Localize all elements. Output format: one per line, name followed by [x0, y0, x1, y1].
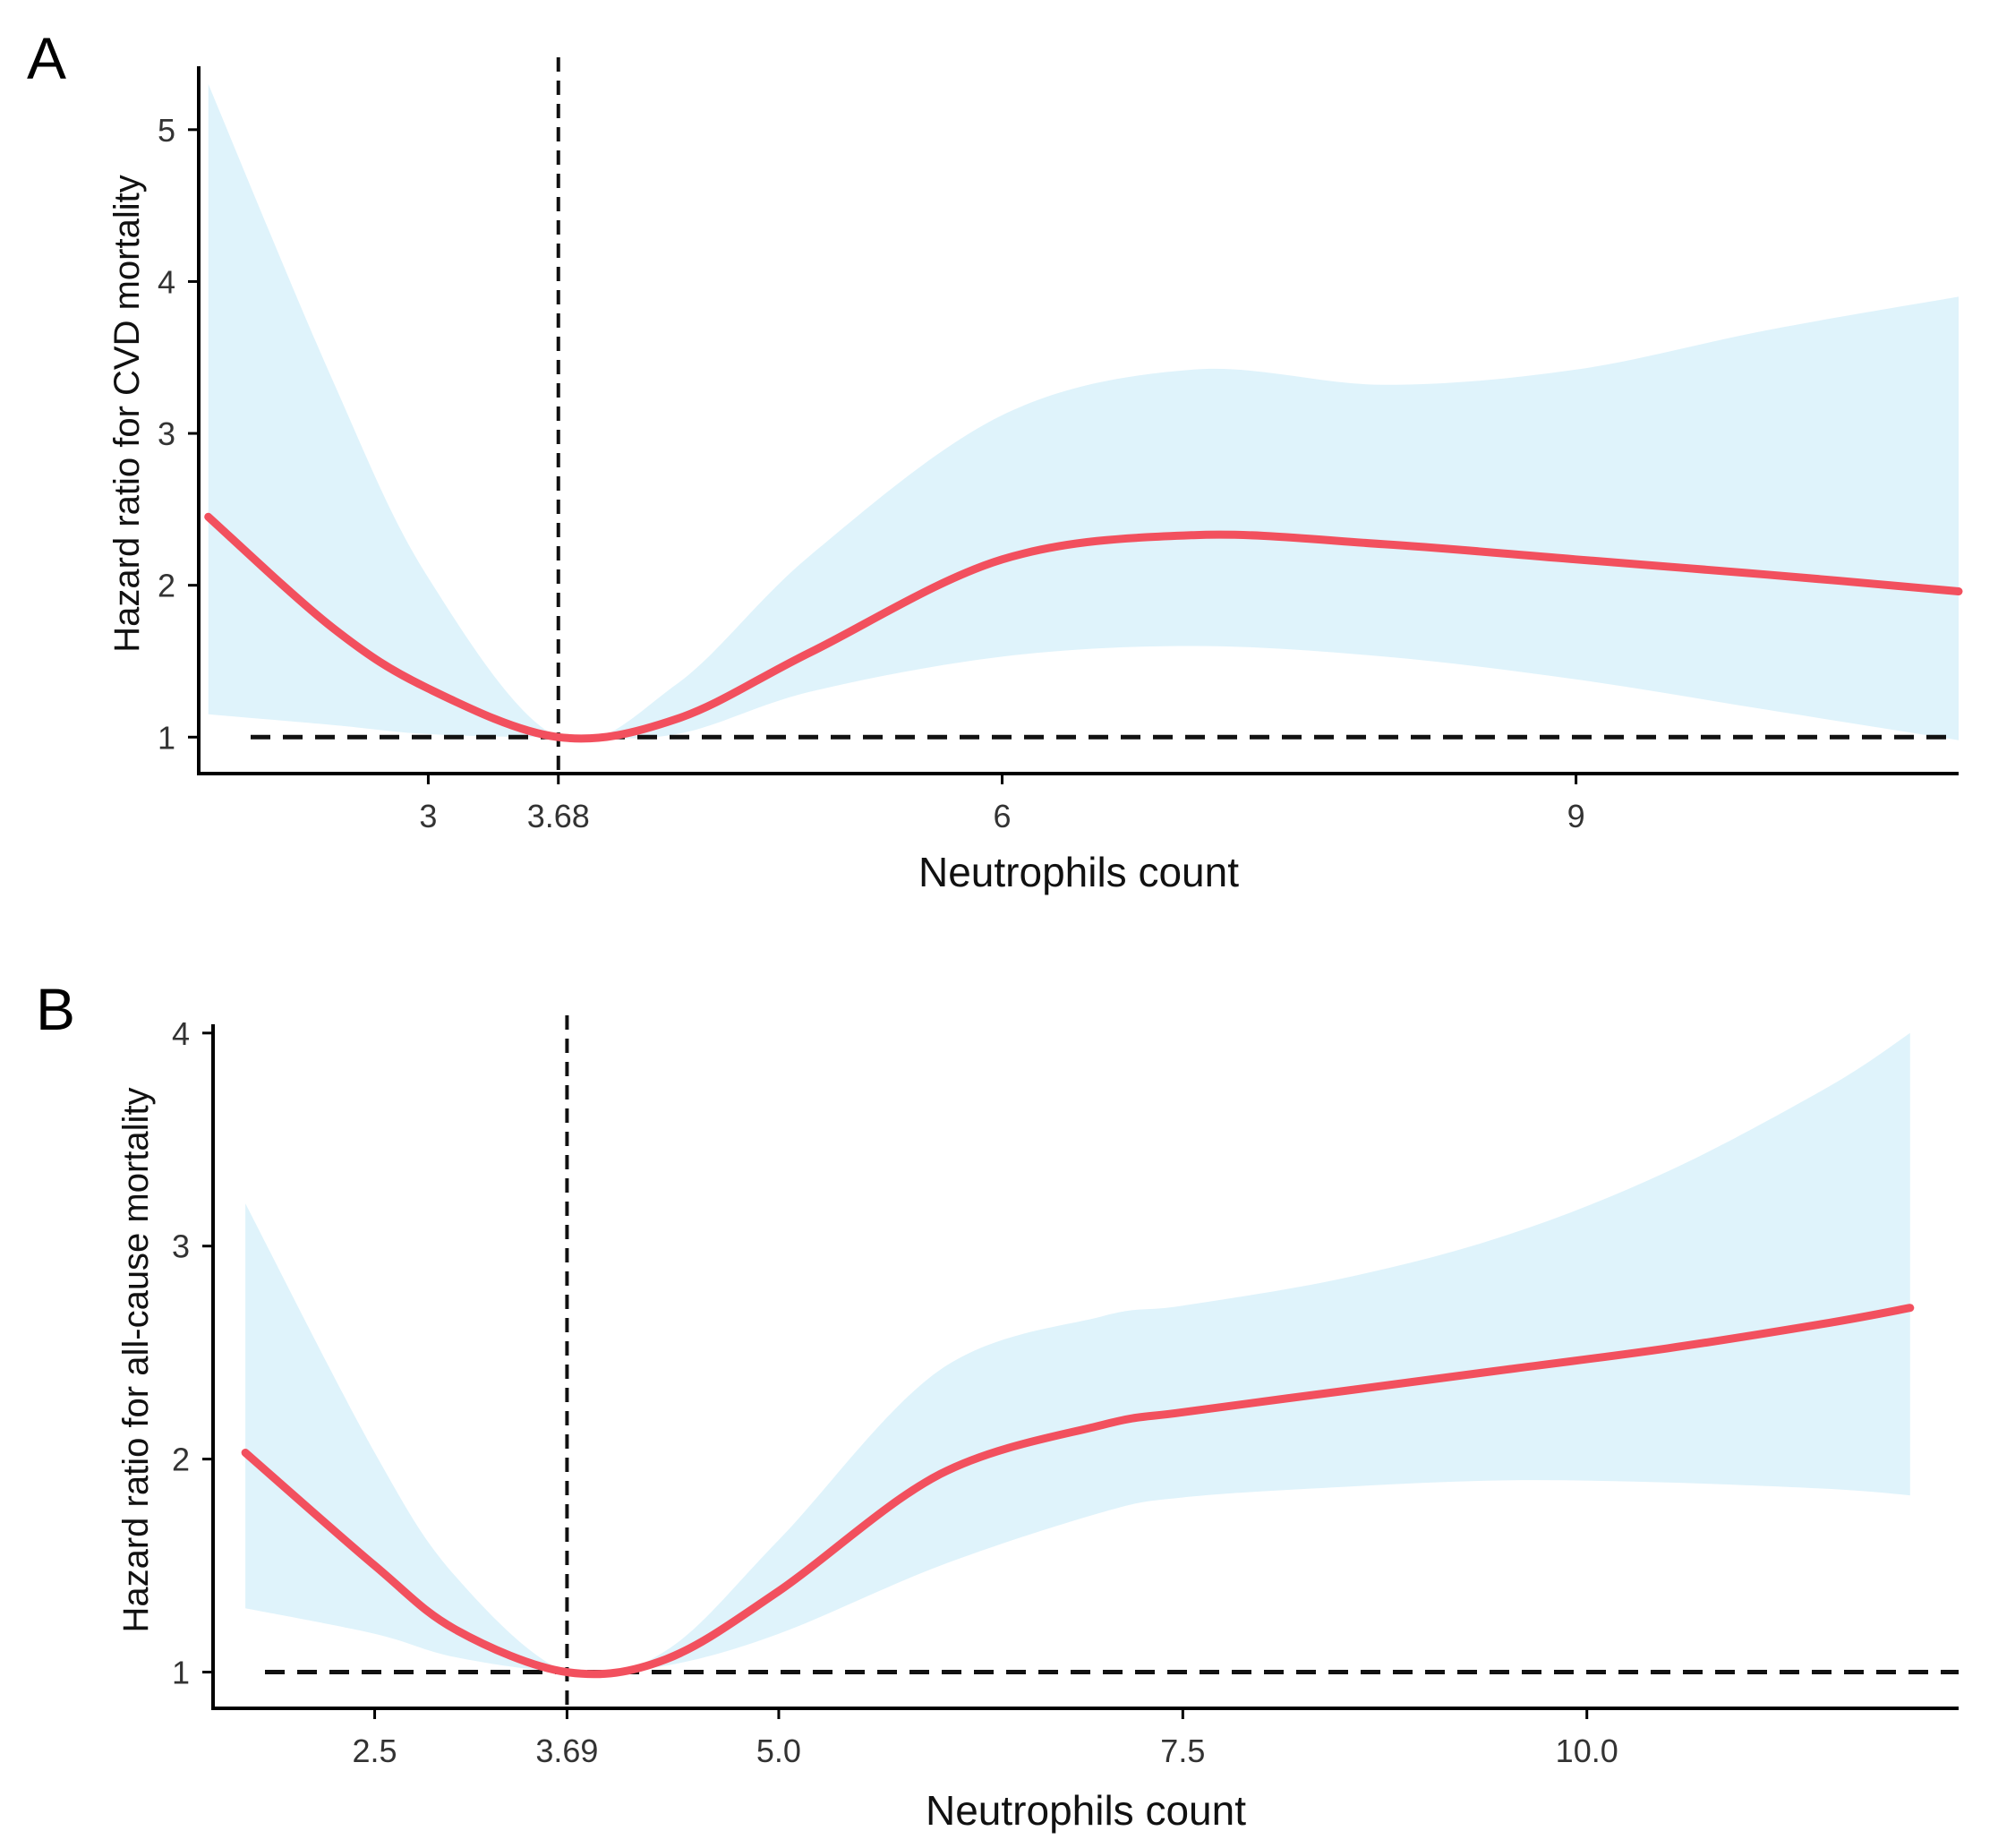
y-tick-label: 1 [158, 719, 175, 756]
y-tick-label: 3 [158, 415, 175, 452]
hazard-ratio-curve [204, 512, 1963, 743]
x-tick-label: 9 [1567, 798, 1585, 834]
x-axis-title: Neutrophils count [918, 849, 1239, 895]
x-tick-label: 10.0 [1556, 1732, 1618, 1769]
x-tick-label: 3 [419, 798, 437, 834]
panel-a: 1 2 3 4 5 3 6 9 3.68 Neutrophils count Hazard rati… [27, 25, 1963, 895]
y-tick-label: 2 [172, 1442, 190, 1478]
confidence-band [208, 83, 1960, 742]
panel-letter: A [27, 25, 66, 91]
x-tick-label: 5.0 [756, 1732, 801, 1769]
x-tick-label-reference: 3.69 [535, 1732, 598, 1769]
x-tick-label: 6 [994, 798, 1012, 834]
hazard-ratio-curve [241, 1304, 1915, 1679]
y-axis-title: Hazard ratio for CVD mortality [107, 175, 147, 652]
panel-letter: B [36, 976, 75, 1042]
x-tick-label-reference: 3.68 [527, 798, 590, 834]
y-tick-label: 4 [158, 263, 175, 300]
panel-b: 1 2 3 4 2.5 5.0 7.5 10.0 3.69 Neutrophils count Ha… [36, 976, 1959, 1834]
y-tick-label: 2 [158, 568, 175, 604]
y-tick-label: 3 [172, 1228, 190, 1265]
confidence-band [245, 1032, 1910, 1678]
x-axis-title: Neutrophils count [926, 1787, 1246, 1834]
y-tick-label: 1 [172, 1655, 190, 1691]
x-tick-label: 2.5 [353, 1732, 397, 1769]
y-tick-label: 5 [158, 112, 175, 149]
y-tick-label: 4 [172, 1015, 190, 1052]
x-tick-label: 7.5 [1160, 1732, 1205, 1769]
y-axis-title: Hazard ratio for all-cause mortality [116, 1087, 156, 1632]
